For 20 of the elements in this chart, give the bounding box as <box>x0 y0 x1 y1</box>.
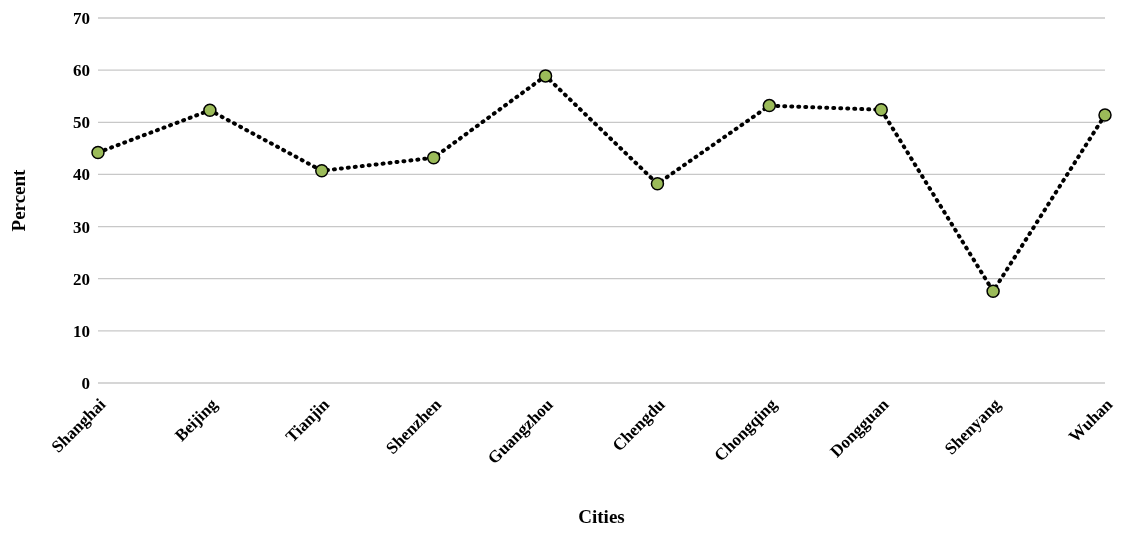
x-axis-title: Cities <box>578 506 625 527</box>
point <box>650 177 665 191</box>
point <box>426 150 441 165</box>
point <box>874 103 888 117</box>
point <box>315 164 329 178</box>
y-tick-label: 30 <box>73 217 90 237</box>
y-tick-label: 20 <box>73 269 90 289</box>
point <box>762 98 777 113</box>
y-tick-label: 70 <box>73 9 90 29</box>
point <box>203 103 217 118</box>
y-tick-label: 10 <box>73 321 90 341</box>
y-tick-label: 40 <box>73 165 90 185</box>
point <box>538 69 553 83</box>
point <box>986 284 1000 298</box>
y-tick-label: 60 <box>73 61 90 81</box>
point <box>1098 108 1112 122</box>
y-axis-title: Percent <box>7 168 29 232</box>
point <box>91 145 105 160</box>
y-tick-label: 0 <box>81 374 90 394</box>
y-tick-label: 50 <box>73 113 90 133</box>
